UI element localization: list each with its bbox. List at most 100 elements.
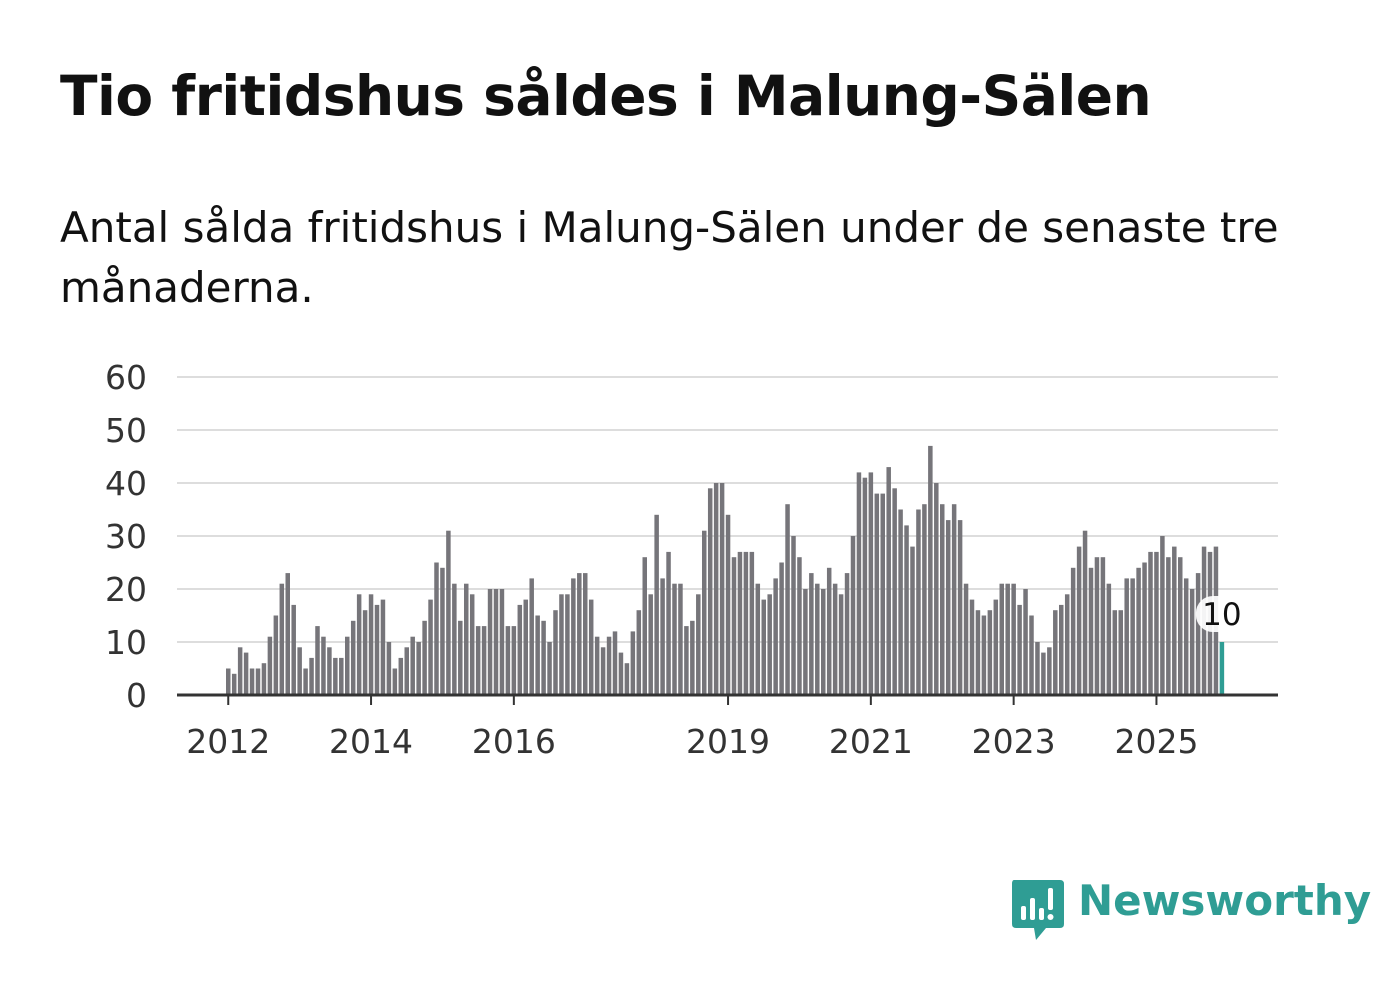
chart-title: Tio fritidshus såldes i Malung-Sälen <box>60 64 1152 128</box>
bar <box>707 488 713 695</box>
bar <box>606 636 612 695</box>
bar <box>416 642 421 695</box>
bar <box>862 477 868 695</box>
bar <box>511 626 517 695</box>
bar <box>654 514 659 695</box>
bar <box>553 610 558 695</box>
bar <box>362 610 368 695</box>
bar <box>755 583 761 695</box>
bar <box>458 620 463 695</box>
bar <box>291 604 296 695</box>
bar <box>261 663 267 695</box>
bar <box>731 557 737 695</box>
bar <box>422 620 427 695</box>
bar <box>803 589 808 695</box>
x-tick-label: 2025 <box>1114 722 1198 761</box>
bar <box>273 615 279 695</box>
bar <box>975 610 981 695</box>
bar <box>529 578 534 695</box>
bar <box>612 631 618 695</box>
bar <box>963 583 969 695</box>
bar <box>315 626 320 695</box>
bar <box>957 520 963 695</box>
bar <box>916 509 921 695</box>
bar <box>624 663 630 695</box>
bar <box>684 626 689 695</box>
bar <box>1029 615 1034 695</box>
y-tick-label: 50 <box>105 411 147 450</box>
x-tick-label: 2021 <box>829 722 913 761</box>
bar <box>809 573 814 695</box>
bar <box>868 472 874 695</box>
bar <box>945 520 951 695</box>
bar <box>690 620 695 695</box>
bar <box>493 589 499 695</box>
bar <box>535 615 540 695</box>
bar <box>999 583 1004 695</box>
bar <box>464 583 469 695</box>
bar <box>440 567 445 695</box>
bar <box>618 652 624 695</box>
y-tick-label: 40 <box>105 464 147 503</box>
bar <box>1130 578 1135 695</box>
bar <box>987 610 993 695</box>
bar <box>285 573 290 695</box>
bar <box>547 642 552 695</box>
chart-subtitle: Antal sålda fritidshus i Malung-Sälen un… <box>60 203 1279 312</box>
bar <box>517 604 523 695</box>
bar <box>1088 567 1094 695</box>
bar <box>339 657 344 695</box>
bar <box>1035 642 1040 695</box>
x-tick-label: 2019 <box>686 722 770 761</box>
bar <box>785 504 790 695</box>
bar <box>904 525 909 695</box>
bar <box>642 557 647 695</box>
bar <box>333 657 338 695</box>
bar <box>1017 604 1022 695</box>
bar <box>237 647 243 695</box>
bar-series <box>226 445 1225 695</box>
bar <box>880 493 885 695</box>
x-axis-ticks: 2012 2014 2016 2019 2021 2023 2025 <box>186 695 1198 761</box>
bar <box>452 583 457 695</box>
bar <box>321 636 326 695</box>
bar <box>1136 567 1141 695</box>
bar <box>874 493 880 695</box>
bar <box>481 626 487 695</box>
highlight-bar <box>1219 642 1225 695</box>
bar <box>892 488 897 695</box>
bar <box>499 589 505 695</box>
bar <box>1005 583 1010 695</box>
bar <box>951 504 957 695</box>
bar <box>934 483 939 695</box>
bar <box>993 599 999 695</box>
bar <box>630 631 636 695</box>
bar <box>838 594 844 695</box>
bar <box>475 626 481 695</box>
bar <box>898 509 903 695</box>
bar <box>1124 578 1129 695</box>
bar <box>345 636 350 695</box>
bar <box>797 557 802 695</box>
bar <box>350 620 356 695</box>
bar <box>583 573 588 695</box>
highlight-value-label: 10 <box>1202 597 1241 633</box>
bar <box>594 636 600 695</box>
y-axis-ticks: 0 10 20 30 40 50 60 <box>105 358 147 715</box>
bar <box>249 668 255 695</box>
bar <box>910 546 915 695</box>
bar <box>1023 589 1028 695</box>
bar <box>672 583 677 695</box>
y-tick-label: 0 <box>126 676 147 715</box>
brand-name: Newsworthy <box>1078 876 1372 925</box>
bar <box>636 610 642 695</box>
bar <box>392 668 398 695</box>
bar <box>267 636 273 695</box>
bar <box>356 594 362 695</box>
bar <box>821 589 826 695</box>
bar <box>648 594 653 695</box>
bar <box>844 573 850 695</box>
bar <box>410 636 415 695</box>
bar <box>588 599 594 695</box>
